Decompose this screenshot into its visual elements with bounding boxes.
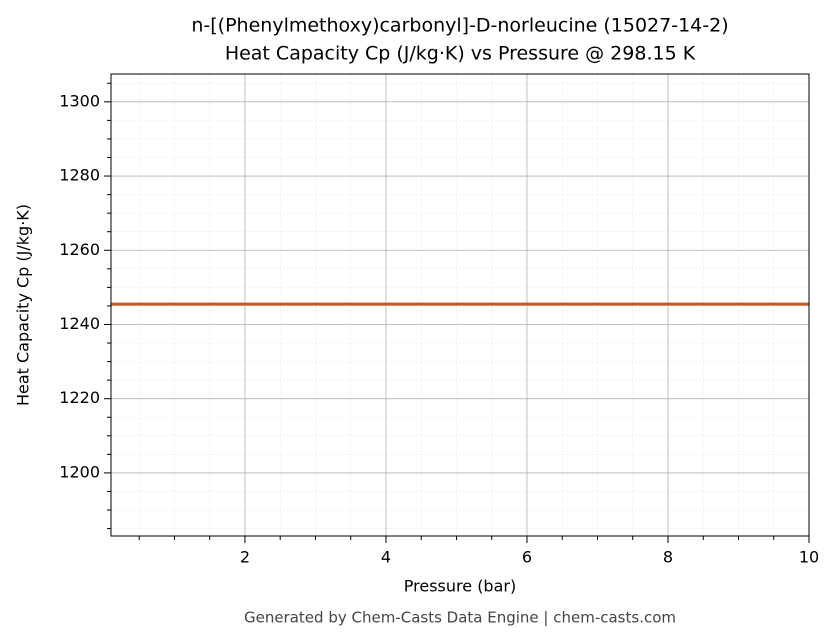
x-tick-label: 10: [799, 548, 819, 567]
y-axis-label: Heat Capacity Cp (J/kg·K): [14, 204, 33, 406]
y-tick-label: 1220: [59, 388, 100, 407]
footer: Generated by Chem-Casts Data Engine | ch…: [244, 609, 676, 627]
x-axis-label: Pressure (bar): [404, 577, 516, 596]
x-tick-label: 6: [522, 548, 532, 567]
plot-frame: [110, 73, 810, 537]
y-tick-label: 1260: [59, 240, 100, 259]
x-tick-label: 2: [240, 548, 250, 567]
x-tick-label: 4: [381, 548, 391, 567]
chart-title: n-[(Phenylmethoxy)carbonyl]-D-norleucine…: [191, 15, 728, 37]
x-tick-label: 8: [663, 548, 673, 567]
chart-subtitle: Heat Capacity Cp (J/kg·K) vs Pressure @ …: [225, 43, 696, 65]
y-tick-label: 1300: [59, 91, 100, 110]
y-tick-label: 1240: [59, 314, 100, 333]
y-tick-label: 1200: [59, 462, 100, 481]
y-tick-label: 1280: [59, 166, 100, 185]
